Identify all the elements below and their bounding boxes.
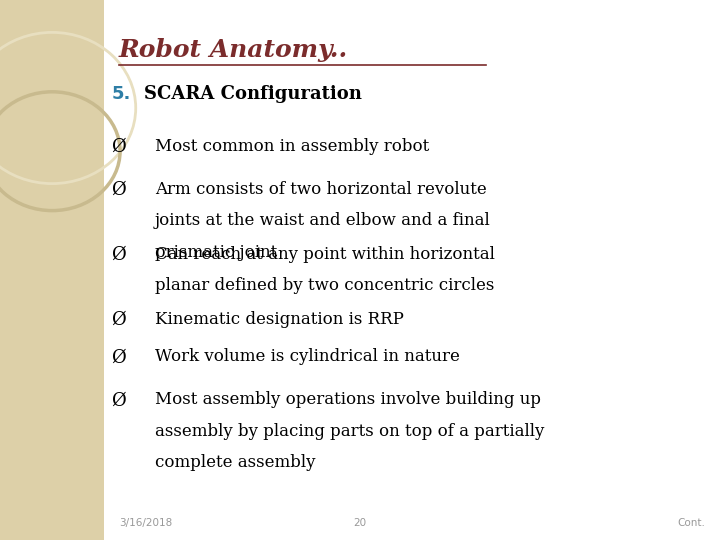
Text: Ø: Ø [112, 310, 126, 328]
Text: Robot Anatomy..: Robot Anatomy.. [119, 38, 348, 62]
Text: Most assembly operations involve building up: Most assembly operations involve buildin… [155, 392, 541, 408]
Text: Ø: Ø [112, 392, 126, 409]
Text: 3/16/2018: 3/16/2018 [119, 518, 172, 528]
Text: Cont.: Cont. [678, 518, 706, 528]
Text: 5.: 5. [112, 85, 131, 103]
Bar [0, 0, 104, 540]
Text: Ø: Ø [112, 138, 126, 156]
Text: complete assembly: complete assembly [155, 454, 315, 471]
Text: prismatic joint: prismatic joint [155, 244, 277, 260]
Text: Kinematic designation is RRP: Kinematic designation is RRP [155, 310, 404, 327]
Text: Ø: Ø [112, 246, 126, 264]
Text: Most common in assembly robot: Most common in assembly robot [155, 138, 429, 154]
Text: SCARA Configuration: SCARA Configuration [144, 85, 362, 103]
Text: 20: 20 [354, 518, 366, 528]
Text: Arm consists of two horizontal revolute: Arm consists of two horizontal revolute [155, 181, 487, 198]
Text: Work volume is cylindrical in nature: Work volume is cylindrical in nature [155, 348, 459, 365]
Text: planar defined by two concentric circles: planar defined by two concentric circles [155, 277, 494, 294]
Text: assembly by placing parts on top of a partially: assembly by placing parts on top of a pa… [155, 423, 544, 440]
Text: Ø: Ø [112, 348, 126, 366]
Text: joints at the waist and elbow and a final: joints at the waist and elbow and a fina… [155, 212, 490, 229]
Text: Ø: Ø [112, 181, 126, 199]
Text: Can reach at any point within horizontal: Can reach at any point within horizontal [155, 246, 495, 262]
